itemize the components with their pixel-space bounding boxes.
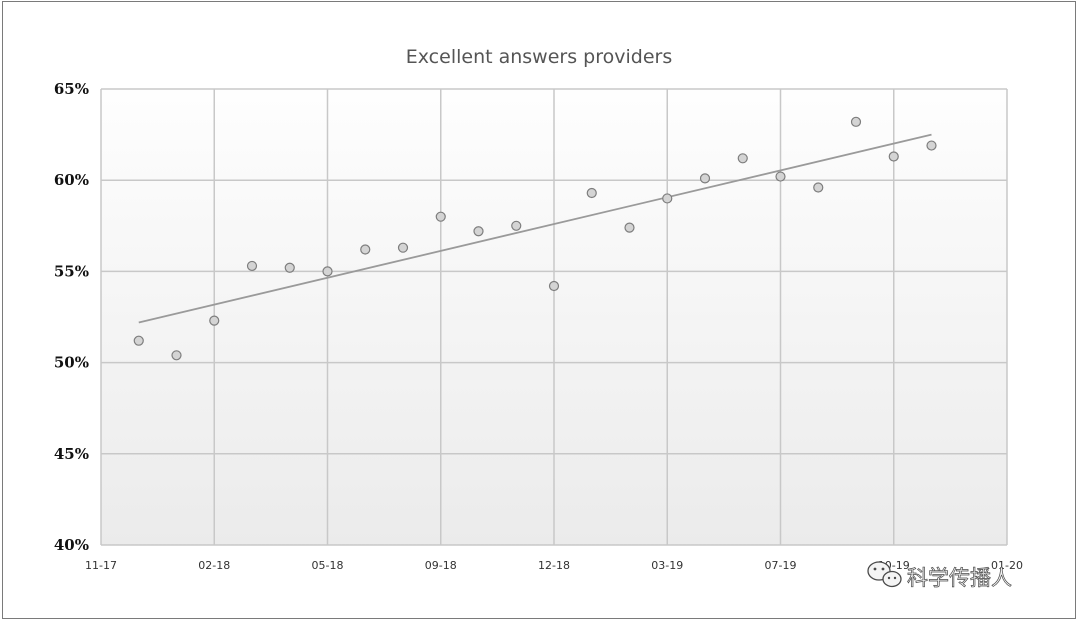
x-tick-label: 03-19 <box>651 559 683 572</box>
data-point <box>548 280 560 292</box>
data-point <box>775 171 786 182</box>
data-point <box>284 262 295 273</box>
y-tick-label: 55% <box>54 262 89 280</box>
x-tick-label: 01-20 <box>991 559 1023 572</box>
watermark-text: 科学传播人 <box>907 566 1012 590</box>
y-tick-label: 65% <box>54 80 89 98</box>
x-tick-label: 07-19 <box>765 559 797 572</box>
watermark: 科学传播人 <box>867 561 1012 590</box>
data-points <box>133 116 937 361</box>
data-point <box>435 211 446 222</box>
data-point <box>397 242 409 253</box>
y-tick-label: 40% <box>54 536 89 554</box>
gridlines <box>100 88 1008 546</box>
data-point <box>473 226 484 237</box>
data-point <box>926 140 937 151</box>
data-point <box>624 222 635 233</box>
data-point <box>246 260 258 272</box>
y-tick-label: 60% <box>54 171 89 189</box>
data-point <box>699 173 711 184</box>
data-point <box>737 153 748 164</box>
x-tick-label: 09-18 <box>425 559 457 572</box>
x-axis-ticks: 11-17 02-18 05-18 09-18 12-18 03-19 07-19 10-19… <box>85 559 1023 572</box>
x-tick-label: 12-18 <box>538 559 570 572</box>
x-tick-label: 11-17 <box>85 559 117 572</box>
data-point <box>133 335 144 346</box>
chart-title: Excellent answers providers <box>406 46 672 68</box>
x-tick-label: 02-18 <box>198 559 230 572</box>
y-tick-label: 50% <box>54 354 89 372</box>
data-point <box>586 187 597 199</box>
data-point <box>360 244 371 255</box>
data-point <box>511 220 522 231</box>
data-point <box>322 266 333 277</box>
y-tick-label: 45% <box>54 445 89 463</box>
y-axis-ticks: 40% 45% 50% 55% 60% 65% <box>54 80 89 554</box>
data-point <box>662 193 673 204</box>
x-tick-label: 05-18 <box>312 559 344 572</box>
data-point <box>813 182 824 193</box>
scatter-chart: Excellent answers providers 40% 45% 50% 55%… <box>54 46 1023 590</box>
wechat-logo-icon <box>867 561 902 588</box>
data-point <box>171 350 182 361</box>
data-point <box>209 315 220 326</box>
data-point <box>888 151 899 162</box>
trend-line <box>138 133 932 324</box>
data-point <box>850 116 862 127</box>
